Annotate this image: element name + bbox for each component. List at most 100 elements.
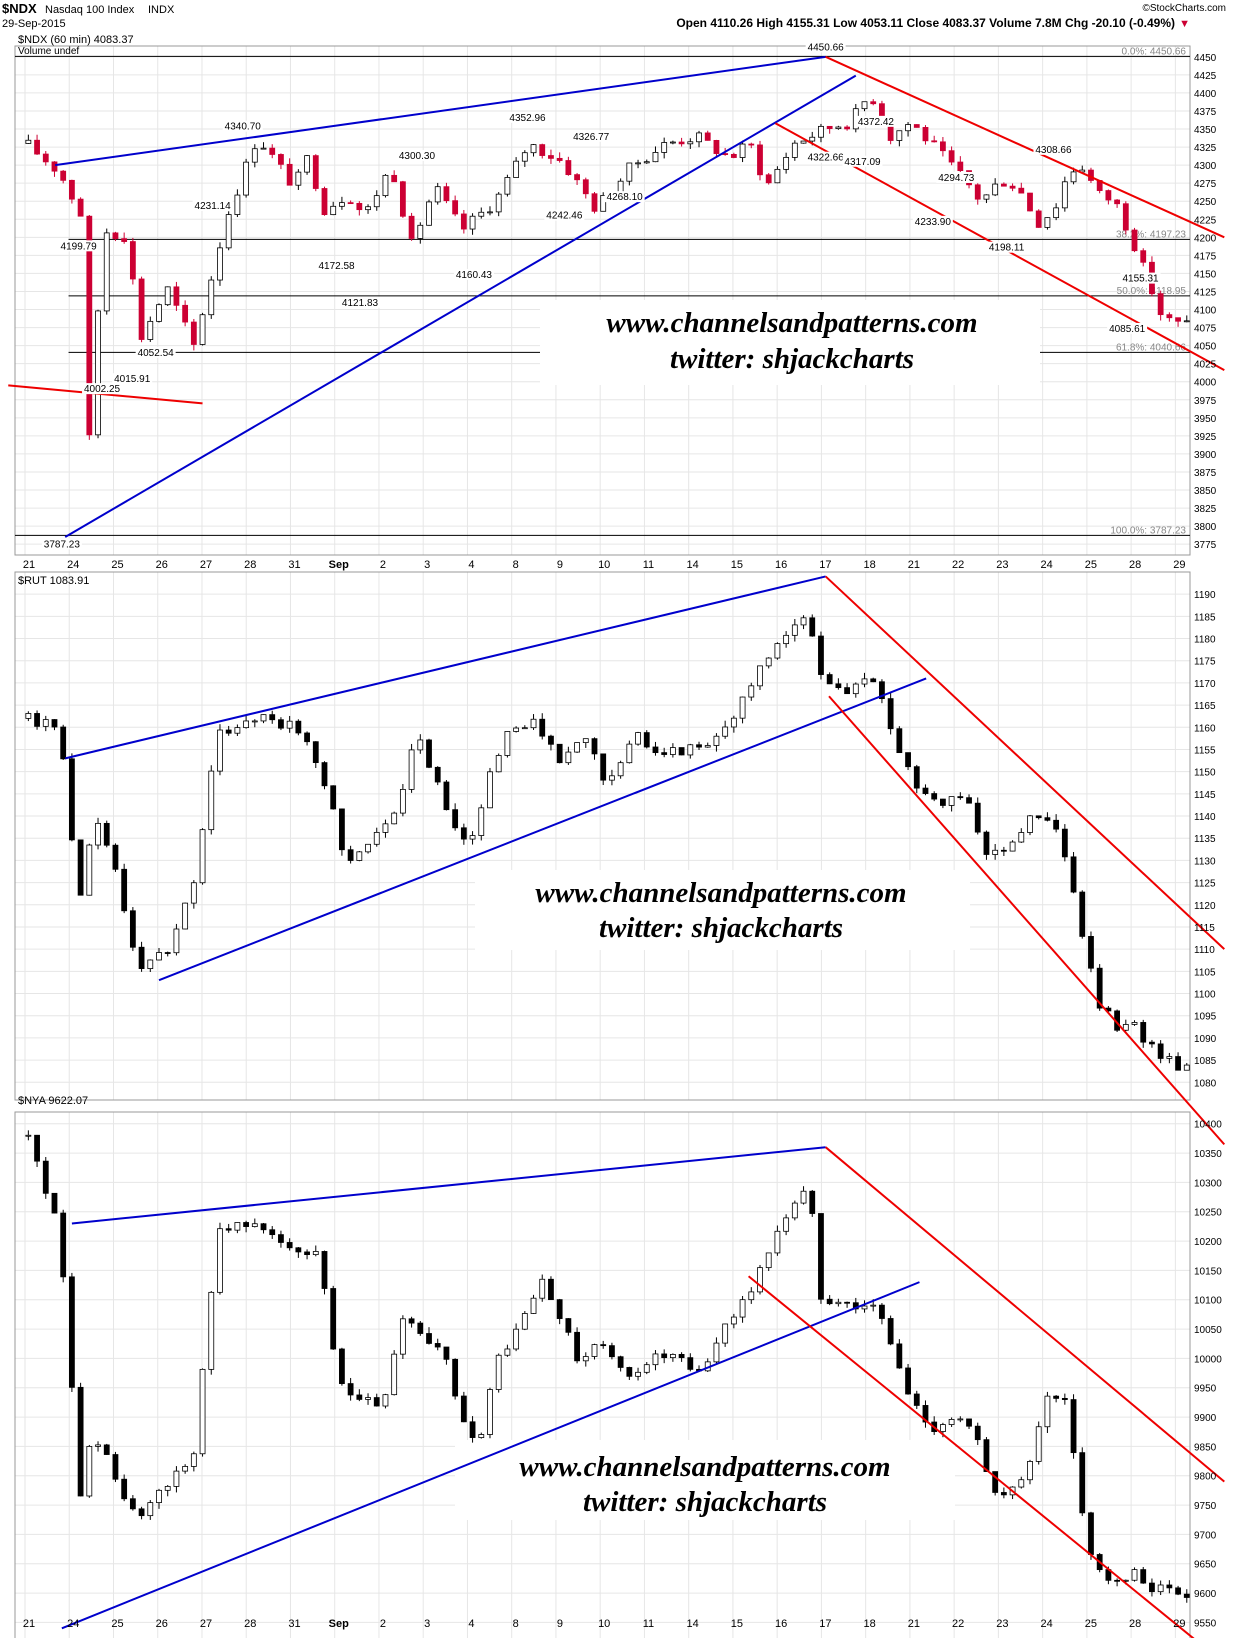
candle-body — [748, 143, 755, 146]
price-label: 4317.09 — [844, 157, 881, 168]
candle-body — [443, 1346, 450, 1360]
candle-body — [661, 1353, 668, 1359]
candle-body — [992, 1471, 999, 1493]
x-tick-label: 29 — [1173, 559, 1185, 571]
price-label: 4199.79 — [61, 241, 98, 252]
blue-trend-line — [64, 74, 857, 538]
candle-body — [190, 321, 197, 345]
y-tick-label: 1175 — [1194, 657, 1216, 668]
candle-body — [147, 1502, 154, 1517]
nya-watermark-url: www.channelsandpatterns.com — [519, 1451, 890, 1483]
chg-down-icon: ▼ — [1179, 18, 1190, 30]
y-tick-label: 1115 — [1194, 923, 1215, 934]
candle-body — [34, 1134, 40, 1162]
candle-body — [321, 762, 328, 787]
candle-body — [312, 155, 319, 189]
candle-body — [530, 144, 537, 154]
candle-body — [791, 1202, 798, 1219]
y-tick-label: 1190 — [1194, 590, 1216, 601]
candle-body — [661, 142, 668, 153]
x-tick-label: 21 — [23, 559, 35, 571]
candle-body — [513, 1328, 520, 1350]
candle-body — [1053, 819, 1060, 830]
candle-body — [112, 844, 119, 870]
candle-body — [791, 142, 798, 158]
candle-body — [251, 720, 258, 723]
candle-body — [835, 126, 842, 130]
candle-body — [278, 719, 284, 729]
price-label: 4231.14 — [195, 201, 232, 212]
candle-body — [121, 1478, 128, 1500]
candle-body — [704, 745, 711, 748]
x-tick-label: 18 — [864, 559, 876, 571]
candle-body — [443, 186, 450, 202]
rut-y-axis: 1080 1085 1090 1095 1100 1105 1110 1115 1120 1125… — [1194, 590, 1217, 1089]
candle-body — [1009, 841, 1016, 852]
x-tick-label: 9 — [557, 1618, 563, 1630]
candle-body — [1140, 1569, 1147, 1584]
rut-title: $RUT 1083.91 — [18, 575, 89, 587]
candle-body — [365, 206, 371, 211]
candle-body — [818, 635, 824, 675]
candle-body — [582, 179, 589, 195]
candle-body — [426, 1333, 432, 1344]
candle-body — [1079, 1452, 1086, 1514]
nya-panel: www.channelsandpatterns.com twitter: shj… — [14, 1095, 1225, 1643]
candle-body — [730, 153, 737, 158]
candle-body — [495, 1354, 502, 1390]
candle-body — [1035, 815, 1042, 819]
price-label-bg — [192, 199, 233, 211]
price-label-bg — [112, 373, 153, 385]
candle-body — [844, 1301, 850, 1304]
candle-body — [173, 286, 180, 306]
candle-body — [687, 141, 694, 145]
candle-body — [460, 827, 467, 840]
candle-body — [225, 729, 232, 734]
red-trend-line — [747, 1275, 1201, 1643]
candle-body — [478, 211, 485, 217]
header-symbol: $NDX — [2, 1, 37, 16]
x-tick-label: 26 — [156, 1618, 168, 1630]
candle-body — [286, 720, 293, 729]
price-label: 4450.66 — [808, 42, 845, 53]
x-tick-label: 14 — [687, 559, 699, 571]
candle-body — [225, 1228, 232, 1231]
nya-title: $NYA 9622.07 — [18, 1095, 88, 1107]
y-tick-label: 9800 — [1194, 1472, 1217, 1483]
candle-body — [1131, 229, 1138, 252]
candle-body — [600, 195, 607, 212]
header-date: 29-Sep-2015 — [2, 18, 66, 30]
candle-body — [652, 746, 659, 754]
candle-body — [391, 1353, 398, 1396]
candle-body — [1027, 1461, 1033, 1481]
header-quote: Open 4110.26 High 4155.31 Low 4053.11 Cl… — [676, 16, 1175, 30]
candle-body — [739, 1299, 746, 1318]
price-label-bg — [986, 241, 1027, 253]
y-tick-label: 4400 — [1194, 89, 1217, 100]
candle-body — [774, 168, 781, 184]
candle-body — [460, 213, 467, 230]
panel-frame — [14, 45, 1191, 556]
candle-body — [617, 1356, 624, 1368]
candle-body — [60, 726, 67, 760]
price-label: 4372.42 — [858, 117, 895, 128]
candle-body — [1088, 1512, 1094, 1555]
candle-body — [373, 195, 380, 208]
candle-body — [365, 843, 371, 853]
x-tick-label: 27 — [200, 559, 212, 571]
price-label-bg — [82, 383, 123, 395]
header-brand: ©StockCharts.com — [1142, 3, 1226, 14]
candle-body — [434, 1343, 441, 1348]
blue-trend-line — [71, 1146, 826, 1225]
candle-body — [913, 1393, 920, 1406]
x-tick-label: 24 — [67, 1618, 79, 1630]
candle-body — [600, 753, 607, 781]
x-tick-label: 25 — [111, 559, 123, 571]
candle-body — [556, 1299, 563, 1319]
y-tick-label: 10050 — [1194, 1325, 1222, 1336]
price-label-bg — [41, 538, 82, 550]
candle-body — [948, 796, 955, 806]
x-tick-label: 21 — [908, 559, 920, 571]
fib-level-label: 0.0%: 4450.66 — [1122, 46, 1187, 57]
candle-body — [539, 144, 546, 156]
